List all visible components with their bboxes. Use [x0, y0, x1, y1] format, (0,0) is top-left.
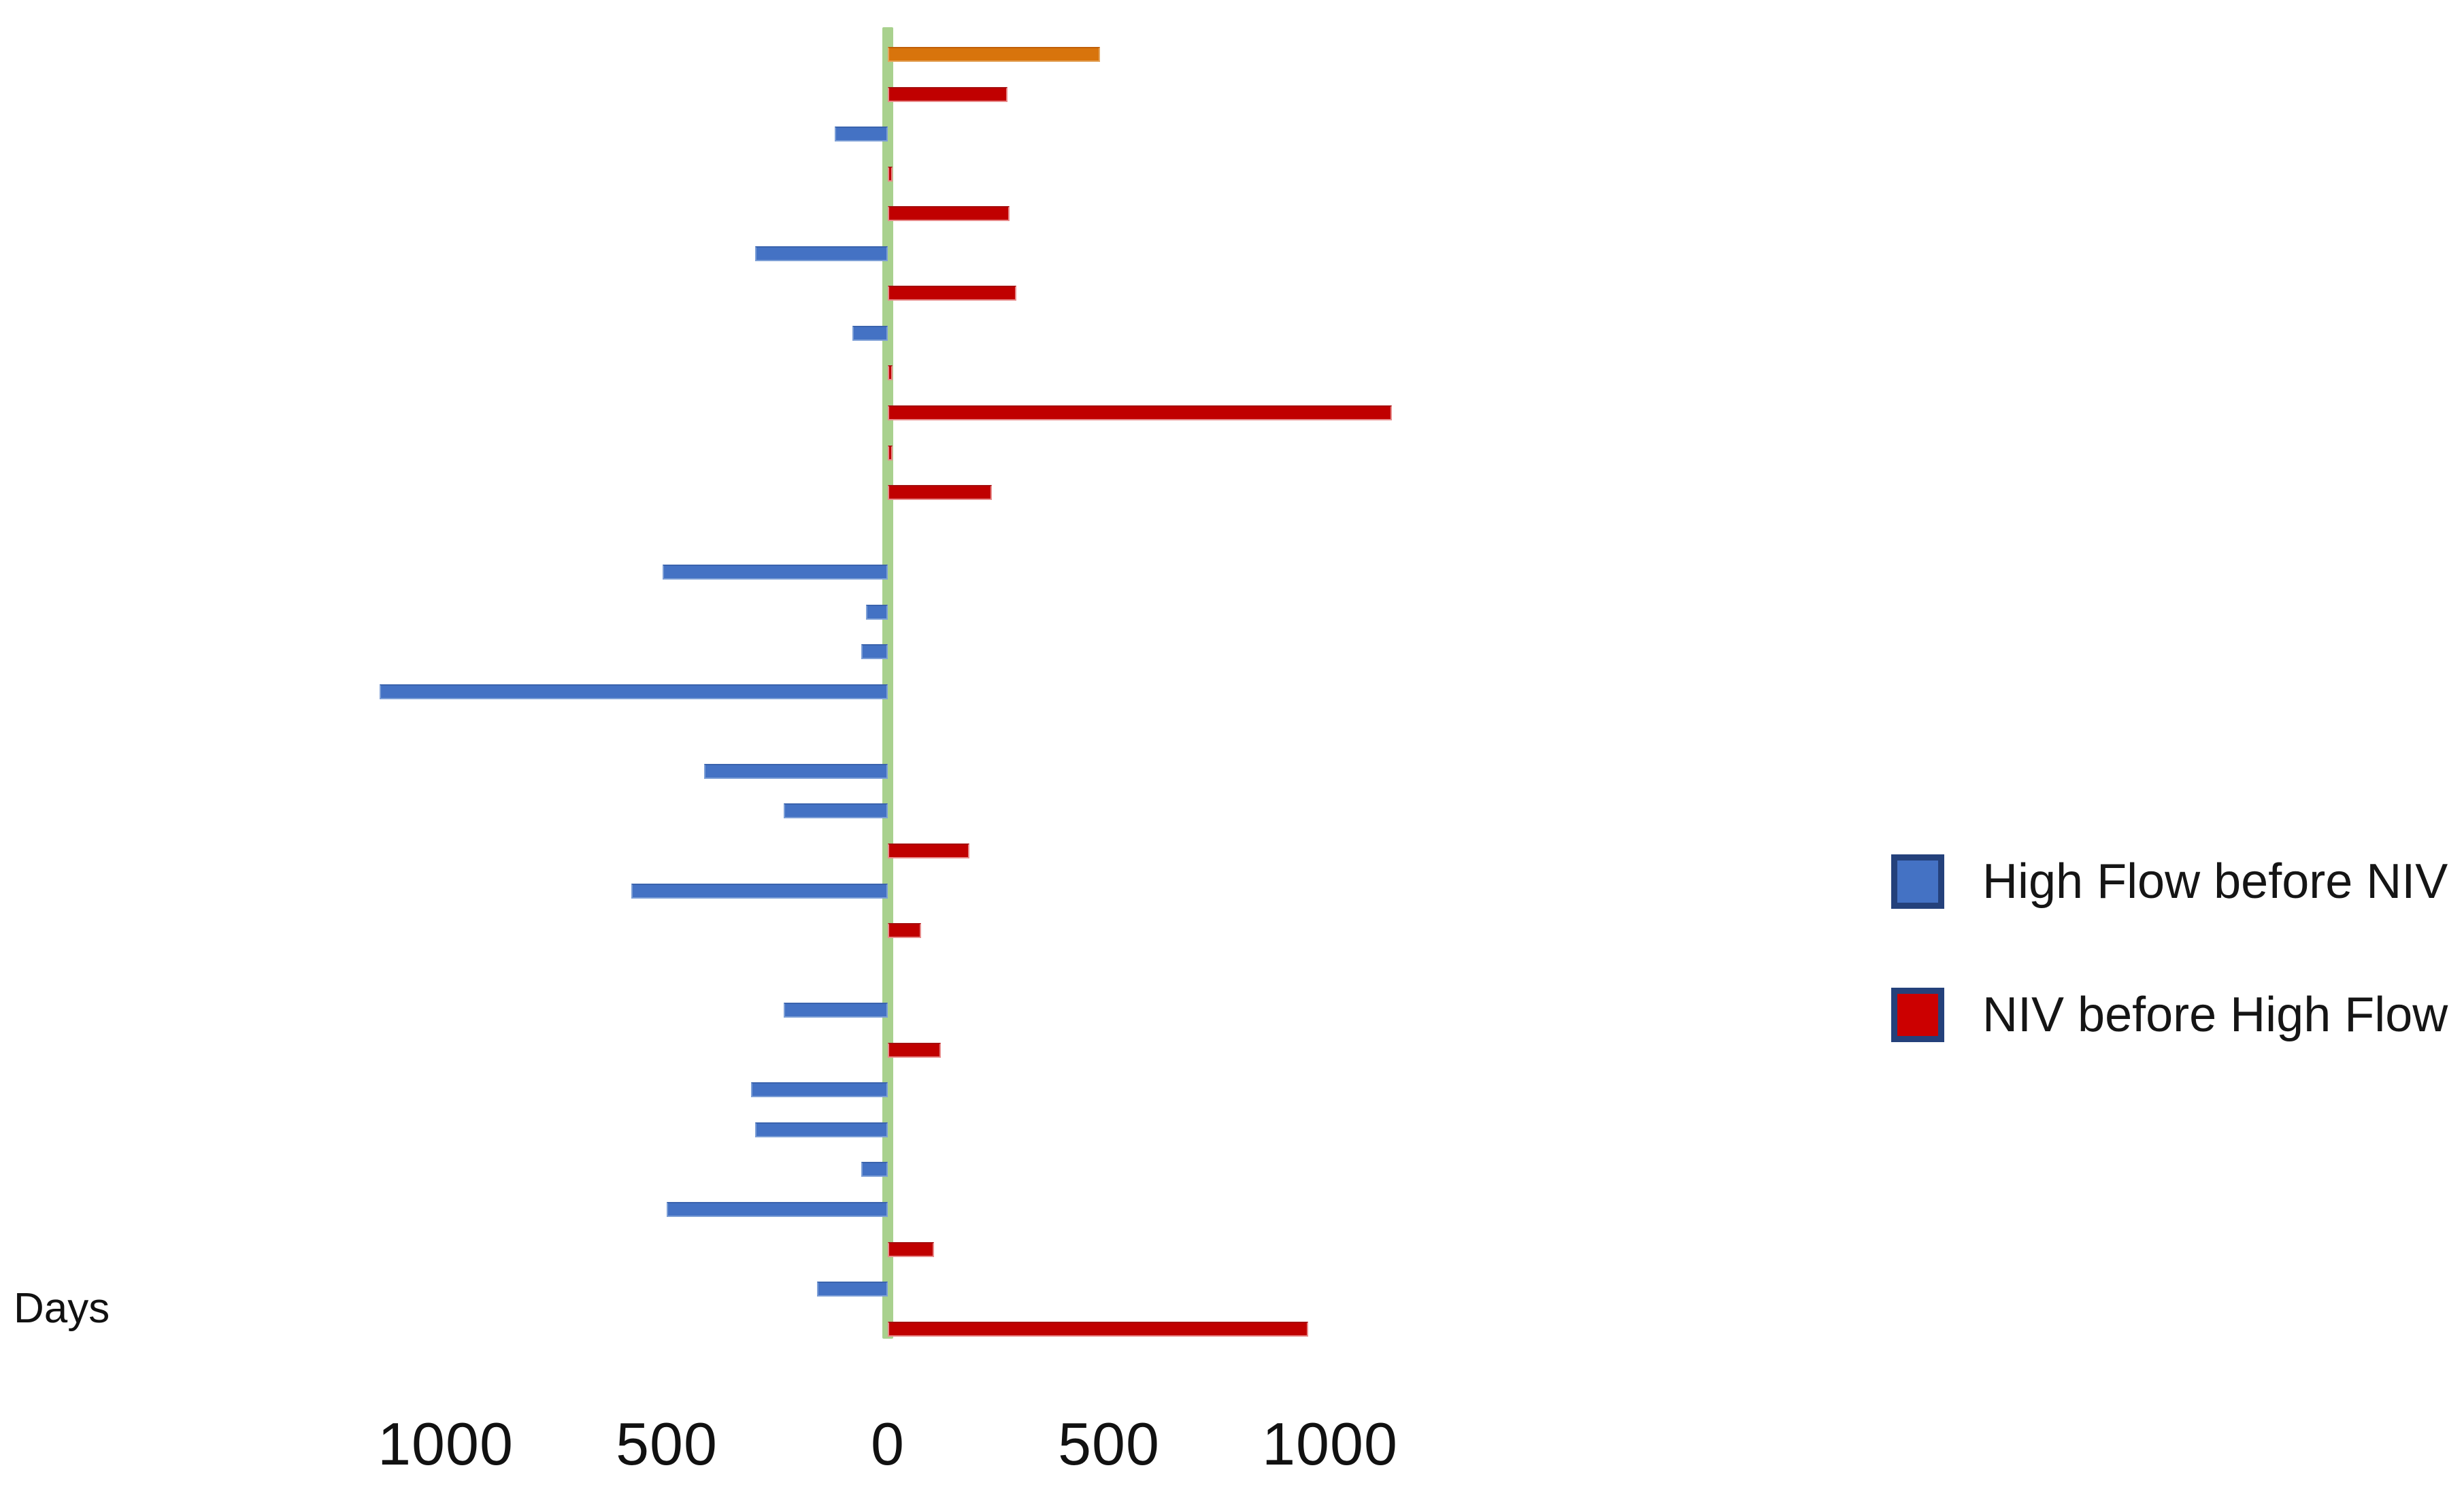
bar-patient-4 [888, 166, 893, 182]
bar-patient-26 [888, 1042, 941, 1058]
bar-patient-28 [755, 1122, 888, 1137]
bar-patient-33 [888, 1321, 1308, 1337]
bar-patient-30 [667, 1201, 888, 1217]
bar-patient-22 [631, 883, 888, 899]
bar-patient-7 [888, 286, 1016, 301]
bar-patient-5 [888, 206, 1010, 222]
bar-patient-20 [784, 803, 888, 819]
bar-patient-32 [817, 1282, 888, 1297]
legend-swatch-red [1891, 988, 1944, 1042]
bar-patient-31 [888, 1241, 935, 1257]
bar-patient-8 [852, 325, 888, 341]
y-axis-title-days: Days [14, 1285, 110, 1332]
bar-patient-21 [888, 843, 970, 858]
bar-patient-15 [865, 604, 888, 620]
x-tick-1000: 1000 [1262, 1410, 1398, 1477]
bar-patient-11 [888, 445, 893, 461]
x-tick--1000: 1000 [378, 1410, 514, 1477]
bar-patient-10 [888, 405, 1392, 420]
bar-patient-16 [861, 644, 888, 660]
legend-item-high-flow: High Flow before NIV [1891, 854, 2448, 909]
x-tick--500: 500 [616, 1410, 718, 1477]
x-tick-0: 0 [871, 1410, 905, 1477]
legend-item-niv: NIV before High Flow [1891, 987, 2448, 1043]
bar-patient-27 [750, 1082, 888, 1098]
bar-patient-12 [888, 485, 992, 501]
bar-patient-23 [888, 923, 921, 939]
legend-swatch-blue [1891, 854, 1944, 909]
bar-patient-3 [835, 127, 888, 142]
bar-patient-25 [784, 1003, 888, 1018]
bar-patient-29 [861, 1162, 888, 1177]
zero-axis-line [882, 27, 893, 1339]
bar-patient-9 [888, 365, 893, 381]
bar-patient-1 [888, 47, 1100, 62]
legend-label-niv: NIV before High Flow [1982, 988, 2448, 1042]
bar-patient-2 [888, 86, 1008, 102]
legend-label-high-flow: High Flow before NIV [1982, 854, 2448, 909]
bar-patient-6 [755, 246, 888, 261]
x-tick-500: 500 [1058, 1410, 1160, 1477]
bar-patient-14 [662, 565, 888, 580]
bar-patient-17 [379, 684, 888, 699]
bar-patient-19 [704, 763, 888, 779]
